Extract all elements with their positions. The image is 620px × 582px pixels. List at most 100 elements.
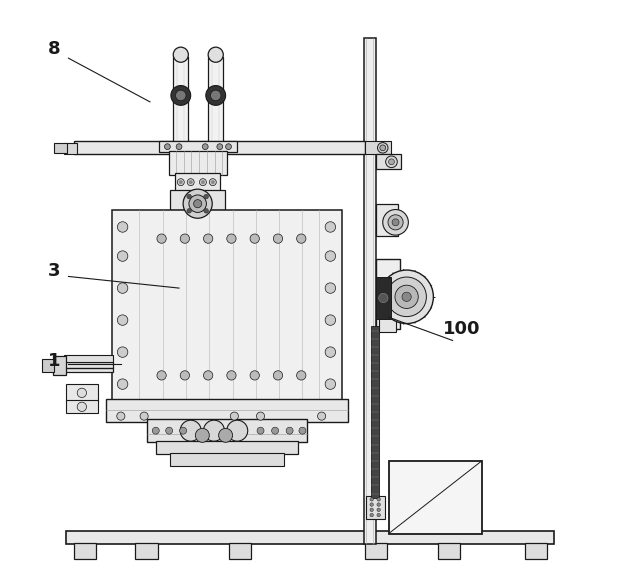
Circle shape bbox=[164, 144, 171, 150]
Circle shape bbox=[325, 379, 335, 389]
Circle shape bbox=[370, 513, 373, 517]
Circle shape bbox=[173, 47, 188, 62]
Circle shape bbox=[395, 285, 418, 308]
Circle shape bbox=[272, 427, 278, 434]
Circle shape bbox=[117, 347, 128, 357]
Circle shape bbox=[325, 222, 335, 232]
Bar bbox=[366, 496, 385, 519]
Circle shape bbox=[370, 503, 373, 506]
Circle shape bbox=[273, 371, 283, 380]
Bar bbox=[376, 154, 401, 169]
Circle shape bbox=[180, 234, 190, 243]
Circle shape bbox=[286, 427, 293, 434]
Circle shape bbox=[117, 251, 128, 261]
Circle shape bbox=[187, 208, 192, 213]
Circle shape bbox=[317, 412, 326, 420]
Bar bbox=[170, 453, 284, 466]
Bar bbox=[66, 400, 97, 413]
Circle shape bbox=[117, 222, 128, 232]
Bar bbox=[365, 141, 391, 154]
Bar bbox=[210, 52, 221, 59]
Circle shape bbox=[257, 412, 265, 420]
Circle shape bbox=[250, 234, 259, 243]
Circle shape bbox=[201, 180, 205, 184]
Circle shape bbox=[219, 428, 232, 442]
Circle shape bbox=[140, 412, 148, 420]
Circle shape bbox=[208, 47, 223, 62]
Bar bbox=[229, 543, 250, 559]
Bar bbox=[379, 317, 396, 332]
Circle shape bbox=[171, 86, 191, 105]
Circle shape bbox=[210, 90, 221, 101]
Circle shape bbox=[153, 427, 159, 434]
Circle shape bbox=[325, 251, 335, 261]
Circle shape bbox=[387, 277, 427, 317]
Circle shape bbox=[230, 412, 239, 420]
Bar bbox=[175, 52, 186, 59]
Bar bbox=[376, 277, 391, 319]
Circle shape bbox=[392, 219, 399, 226]
Text: 8: 8 bbox=[48, 41, 60, 58]
Bar bbox=[438, 543, 460, 559]
Bar bbox=[64, 362, 113, 372]
Circle shape bbox=[203, 371, 213, 380]
Circle shape bbox=[210, 179, 216, 186]
Circle shape bbox=[296, 371, 306, 380]
Circle shape bbox=[227, 371, 236, 380]
Circle shape bbox=[157, 234, 166, 243]
Circle shape bbox=[200, 179, 206, 186]
Bar bbox=[106, 399, 348, 422]
Circle shape bbox=[204, 194, 208, 199]
Circle shape bbox=[379, 293, 388, 303]
Circle shape bbox=[386, 156, 397, 168]
Bar bbox=[389, 461, 482, 534]
Circle shape bbox=[179, 180, 182, 184]
Bar bbox=[135, 543, 157, 559]
Circle shape bbox=[117, 412, 125, 420]
Circle shape bbox=[296, 234, 306, 243]
Bar bbox=[365, 543, 388, 559]
Circle shape bbox=[206, 86, 226, 105]
Bar bbox=[169, 151, 227, 175]
Circle shape bbox=[187, 194, 192, 199]
Circle shape bbox=[157, 371, 166, 380]
Circle shape bbox=[78, 388, 87, 398]
Circle shape bbox=[117, 283, 128, 293]
Circle shape bbox=[299, 427, 306, 434]
Bar bbox=[112, 210, 342, 402]
Circle shape bbox=[176, 144, 182, 150]
Circle shape bbox=[166, 427, 172, 434]
Circle shape bbox=[257, 427, 264, 434]
Circle shape bbox=[189, 195, 206, 212]
Text: 1: 1 bbox=[48, 352, 60, 370]
Circle shape bbox=[377, 513, 381, 517]
Circle shape bbox=[377, 498, 381, 501]
Circle shape bbox=[211, 180, 215, 184]
Circle shape bbox=[189, 180, 192, 184]
Bar bbox=[74, 543, 96, 559]
Circle shape bbox=[389, 159, 394, 165]
Circle shape bbox=[250, 371, 259, 380]
Circle shape bbox=[227, 420, 248, 441]
Circle shape bbox=[217, 144, 223, 150]
Bar bbox=[64, 355, 113, 362]
Circle shape bbox=[183, 189, 212, 218]
Circle shape bbox=[180, 420, 201, 441]
Bar bbox=[376, 204, 399, 236]
Text: 3: 3 bbox=[48, 262, 60, 279]
Circle shape bbox=[380, 270, 433, 324]
Bar bbox=[64, 143, 78, 154]
Circle shape bbox=[195, 428, 210, 442]
Bar bbox=[363, 38, 376, 544]
Circle shape bbox=[117, 315, 128, 325]
Bar bbox=[53, 356, 66, 375]
Circle shape bbox=[377, 508, 381, 512]
Bar bbox=[208, 57, 223, 141]
Bar bbox=[525, 543, 547, 559]
Bar bbox=[66, 531, 554, 544]
Bar bbox=[159, 141, 237, 152]
Bar bbox=[156, 441, 298, 454]
Bar bbox=[54, 143, 67, 153]
Bar bbox=[42, 359, 54, 372]
Circle shape bbox=[204, 208, 208, 213]
